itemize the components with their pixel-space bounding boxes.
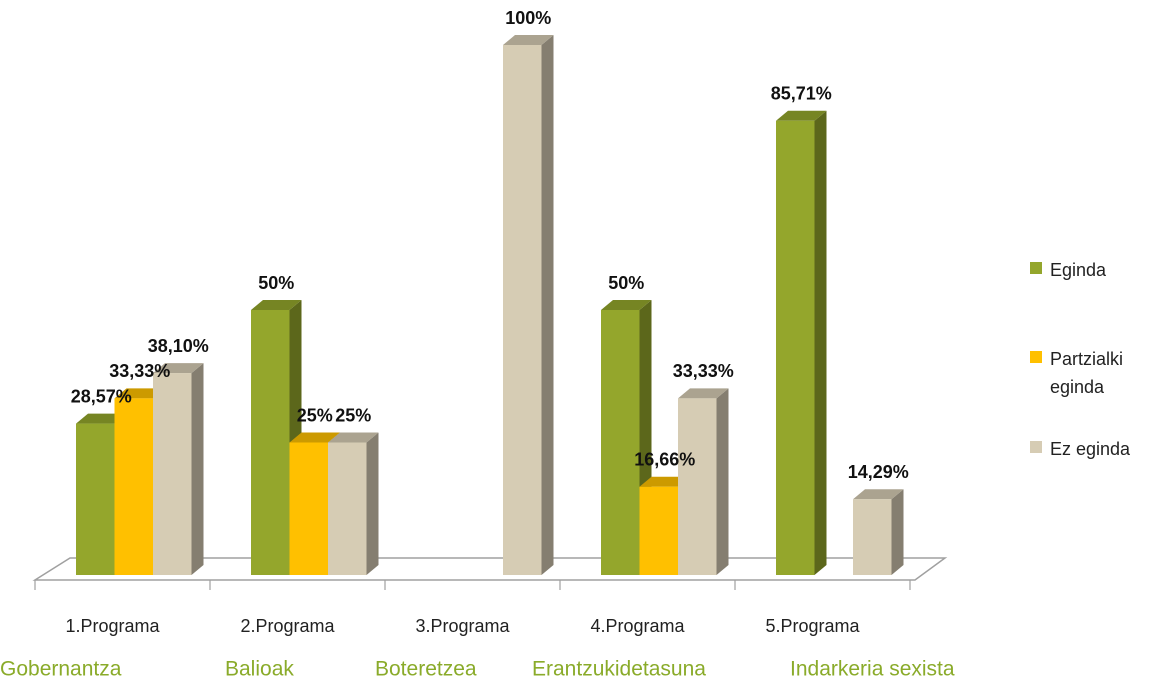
- bar: [251, 310, 290, 575]
- category-subtitle: Boteretzea: [375, 658, 477, 681]
- bar: [76, 423, 115, 575]
- bar-top: [503, 35, 554, 45]
- bar-top: [776, 110, 827, 121]
- category-subtitle: Balioak: [225, 658, 294, 681]
- value-label: 28,57%: [71, 386, 132, 406]
- bar-top: [601, 300, 652, 310]
- bar: [503, 45, 542, 575]
- bar: [114, 398, 153, 575]
- bar-top: [289, 432, 340, 443]
- legend-label: Eginda: [1050, 260, 1107, 280]
- bar-top: [153, 363, 204, 374]
- bar-top: [328, 432, 379, 443]
- bar-side: [191, 363, 204, 575]
- bar: [289, 442, 328, 575]
- bar-top: [678, 388, 729, 399]
- value-label: 16,66%: [634, 449, 695, 469]
- bar: [853, 499, 892, 575]
- bar-top: [853, 489, 904, 500]
- value-label: 14,29%: [848, 462, 909, 482]
- legend-swatch: [1030, 441, 1042, 453]
- legend-swatch: [1030, 262, 1042, 274]
- legend-label: Partzialki eginda: [1050, 349, 1124, 397]
- category-subtitle: Gobernantza: [0, 658, 122, 681]
- bar: [153, 373, 192, 575]
- legend-item: Eginda: [1030, 256, 1160, 284]
- legend-label: Ez eginda: [1050, 439, 1131, 459]
- bar: [639, 486, 678, 575]
- bar-side: [814, 110, 827, 575]
- legend-item: Partzialki eginda: [1030, 345, 1160, 401]
- bar: [328, 442, 367, 575]
- value-label: 50%: [258, 273, 294, 293]
- value-label: 38,10%: [148, 336, 209, 356]
- x-tick-label: 5.Programa: [765, 616, 860, 636]
- bar: [776, 120, 815, 575]
- category-separators: [34, 580, 911, 590]
- bar-side: [366, 432, 379, 575]
- value-label: 85,71%: [771, 83, 832, 103]
- bar: [678, 398, 717, 575]
- x-tick-label: 1.Programa: [65, 616, 160, 636]
- value-label: 25%: [335, 405, 371, 425]
- legend-item: Ez eginda: [1030, 435, 1160, 463]
- bar-top: [114, 388, 165, 399]
- x-tick-label: 2.Programa: [240, 616, 335, 636]
- bar-top: [251, 300, 302, 310]
- legend-swatch: [1030, 351, 1042, 363]
- bar-side: [716, 388, 729, 575]
- value-label: 25%: [297, 405, 333, 425]
- bar: [601, 310, 640, 575]
- value-label: 33,33%: [109, 361, 170, 381]
- category-subtitle: Erantzukidetasuna: [532, 658, 706, 681]
- bar-side: [541, 35, 554, 575]
- x-tick-label: 4.Programa: [590, 616, 685, 636]
- bar-top: [639, 476, 690, 487]
- x-tick-label: 3.Programa: [415, 616, 510, 636]
- category-subtitle: Indarkeria sexista: [790, 658, 955, 681]
- value-label: 50%: [608, 273, 644, 293]
- bar-side: [891, 489, 904, 575]
- bar-top: [76, 413, 127, 424]
- value-label: 100%: [505, 8, 551, 28]
- value-label: 33,33%: [673, 361, 734, 381]
